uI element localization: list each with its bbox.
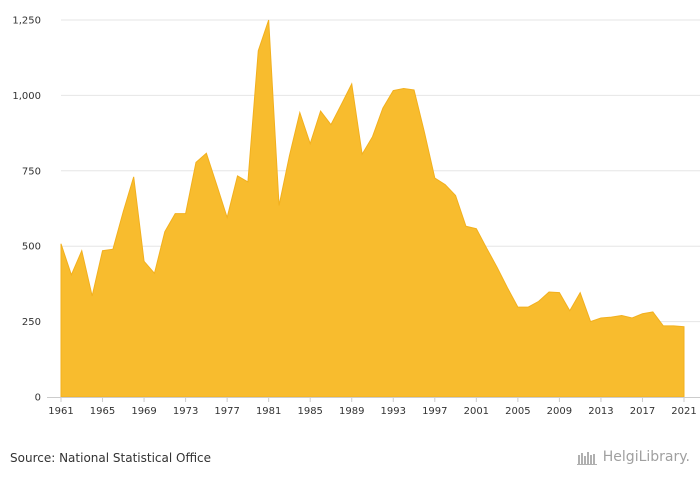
brand-logo: HelgiLibrary.	[576, 449, 690, 465]
x-tick-label: 2009	[547, 406, 572, 417]
x-tick-label: 1989	[339, 406, 364, 417]
y-tick-label: 0	[35, 393, 41, 404]
x-tick-label: 1993	[381, 406, 406, 417]
x-tick-label: 1977	[214, 406, 239, 417]
x-tick-labels: 1961 1965 1969 1973 1977 1981 1985 1989 1993 1997…	[48, 406, 696, 417]
area-chart: 0 250 500 750 1,000 1,250 1961 1965 1969 1973 197…	[12, 16, 700, 417]
y-tick-label: 250	[22, 317, 41, 328]
y-tick-label: 500	[22, 242, 41, 253]
series-area-shape	[60, 19, 685, 398]
x-tick-label: 2013	[588, 406, 613, 417]
x-tick-label: 1985	[297, 406, 322, 417]
y-tick-labels: 0 250 500 750 1,000 1,250	[12, 16, 41, 404]
x-tick-label: 2001	[464, 406, 489, 417]
x-tick-label: 2005	[505, 406, 530, 417]
x-tick-label: 1969	[131, 406, 156, 417]
library-icon	[576, 452, 597, 465]
x-tick-label: 2017	[630, 406, 655, 417]
x-tick-label: 1973	[173, 406, 198, 417]
x-tick-label: 1961	[48, 406, 73, 417]
series-area	[60, 19, 685, 398]
source-note: Source: National Statistical Office	[10, 451, 212, 465]
x-tick-label: 2021	[671, 406, 696, 417]
y-tick-label: 1,250	[12, 16, 41, 27]
x-tick-label: 1997	[422, 406, 447, 417]
axes	[47, 397, 700, 402]
x-tick-label: 1965	[90, 406, 115, 417]
brand-name: HelgiLibrary.	[602, 449, 690, 465]
y-tick-label: 750	[22, 166, 41, 177]
y-tick-label: 1,000	[12, 91, 41, 102]
x-tick-label: 1981	[256, 406, 281, 417]
